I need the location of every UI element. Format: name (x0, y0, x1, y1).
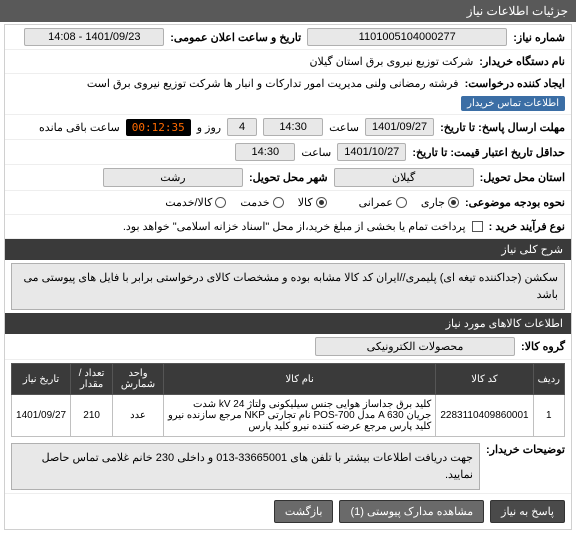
announce-value: 1401/09/23 - 14:08 (24, 28, 164, 46)
radio-goods[interactable]: کالا (298, 196, 327, 209)
min-time-value: 14:30 (235, 143, 295, 161)
need-details-section: شماره نیاز: 1101005104000277 تاریخ و ساع… (4, 24, 572, 530)
contact-buyer-link[interactable]: اطلاعات تماس خریدار (461, 96, 565, 111)
min-date-value: 1401/10/27 (337, 143, 406, 161)
items-table: ردیف کد کالا نام کالا واحد شمارش تعداد /… (11, 363, 565, 437)
process-text: پرداخت تمام یا بخشی از مبلغ خرید،از محل … (123, 220, 466, 233)
col-qty: تعداد / مقدار (71, 364, 113, 395)
group-label: گروه کالا: (521, 340, 565, 353)
radio-icon (448, 197, 459, 208)
radio-icon (396, 197, 407, 208)
items-header: اطلاعات کالاهای مورد نیاز (5, 313, 571, 334)
cell-name: کلید برق جداساز هوایی جنس سیلیکونی ولتاژ… (163, 395, 435, 437)
creator-label: ایجاد کننده درخواست: (465, 77, 565, 90)
buyer-value: شرکت توزیع نیروی برق استان گیلان (309, 55, 473, 68)
deadline-date: 1401/09/27 (365, 118, 434, 136)
city-value: رشت (103, 168, 243, 187)
time-label-2: ساعت (301, 146, 331, 159)
budget-label: نحوه بودجه موضوعی: (465, 196, 565, 209)
announce-label: تاریخ و ساعت اعلان عمومی: (170, 31, 301, 44)
days-label: روز و (197, 121, 221, 134)
time-label-1: ساعت (329, 121, 359, 134)
radio-icon (215, 197, 226, 208)
type-radio-group: کالا خدمت کالا/خدمت (165, 196, 326, 209)
radio-both[interactable]: کالا/خدمت (165, 196, 226, 209)
radio-icon (316, 197, 327, 208)
footer-buttons: پاسخ به نیاز مشاهده مدارک پیوستی (1) باز… (5, 494, 571, 529)
radio-capital[interactable]: عمرانی (359, 196, 407, 209)
row-deadline: مهلت ارسال پاسخ: تا تاریخ: 1401/09/27 سا… (5, 115, 571, 140)
table-header-row: ردیف کد کالا نام کالا واحد شمارش تعداد /… (12, 364, 565, 395)
countdown-timer: 00:12:35 (126, 119, 191, 136)
row-creator: ایجاد کننده درخواست: فرشته رمضانی ولنی م… (5, 74, 571, 115)
col-code: کد کالا (436, 364, 533, 395)
row-budget: نحوه بودجه موضوعی: جاری عمرانی کالا خدمت… (5, 191, 571, 215)
city-label: شهر محل تحویل: (249, 171, 328, 184)
days-value: 4 (227, 118, 257, 136)
reply-button[interactable]: پاسخ به نیاز (490, 500, 565, 523)
cell-n: 1 (533, 395, 564, 437)
process-checkbox[interactable] (472, 221, 483, 232)
back-button[interactable]: بازگشت (274, 500, 334, 523)
col-row: ردیف (533, 364, 564, 395)
cell-unit: عدد (113, 395, 164, 437)
need-number-label: شماره نیاز: (513, 31, 565, 44)
row-min-date: حداقل تاریخ اعتبار قیمت: تا تاریخ: 1401/… (5, 140, 571, 165)
row-location: استان محل تحویل: گیلان شهر محل تحویل: رش… (5, 165, 571, 191)
radio-service[interactable]: خدمت (240, 196, 283, 209)
buyer-label: نام دستگاه خریدار: (479, 55, 565, 68)
process-label: نوع فرآیند خرید : (489, 220, 565, 233)
row-process: نوع فرآیند خرید : پرداخت تمام یا بخشی از… (5, 215, 571, 239)
row-need-number: شماره نیاز: 1101005104000277 تاریخ و ساع… (5, 25, 571, 50)
page-title: جزئیات اطلاعات نیاز (467, 4, 568, 18)
budget-radio-group: جاری عمرانی (359, 196, 459, 209)
row-buyer: نام دستگاه خریدار: شرکت توزیع نیروی برق … (5, 50, 571, 74)
radio-icon (273, 197, 284, 208)
location-value: گیلان (334, 168, 474, 187)
col-name: نام کالا (163, 364, 435, 395)
col-date: تاریخ نیاز (12, 364, 71, 395)
table-row: 1 2283110409860001 کلید برق جداساز هوایی… (12, 395, 565, 437)
col-unit: واحد شمارش (113, 364, 164, 395)
min-date-label: حداقل تاریخ اعتبار قیمت: تا تاریخ: (412, 146, 565, 159)
need-number-value: 1101005104000277 (307, 28, 507, 46)
row-group: گروه کالا: محصولات الکترونیکی (5, 334, 571, 360)
deadline-time: 14:30 (263, 118, 323, 136)
attachments-button[interactable]: مشاهده مدارک پیوستی (1) (339, 500, 484, 523)
radio-current[interactable]: جاری (421, 196, 459, 209)
group-value: محصولات الکترونیکی (315, 337, 515, 356)
cell-code: 2283110409860001 (436, 395, 533, 437)
cell-qty: 210 (71, 395, 113, 437)
notes-text: جهت دریافت اطلاعات بیشتر با تلفن های 336… (11, 443, 480, 490)
creator-value: فرشته رمضانی ولنی مدیریت امور تدارکات و … (87, 77, 459, 90)
location-label: استان محل تحویل: (480, 171, 565, 184)
remain-label: ساعت باقی مانده (39, 121, 120, 134)
page-header: جزئیات اطلاعات نیاز (0, 0, 576, 22)
deadline-label: مهلت ارسال پاسخ: تا تاریخ: (440, 121, 565, 134)
notes-label: توضیحات خریدار: (486, 443, 565, 456)
need-desc-text: سکشن (جداکننده تیغه ای) پلیمری//ایران کد… (11, 263, 565, 310)
row-notes: توضیحات خریدار: جهت دریافت اطلاعات بیشتر… (5, 440, 571, 494)
cell-date: 1401/09/27 (12, 395, 71, 437)
need-desc-header: شرح کلی نیاز (5, 239, 571, 260)
